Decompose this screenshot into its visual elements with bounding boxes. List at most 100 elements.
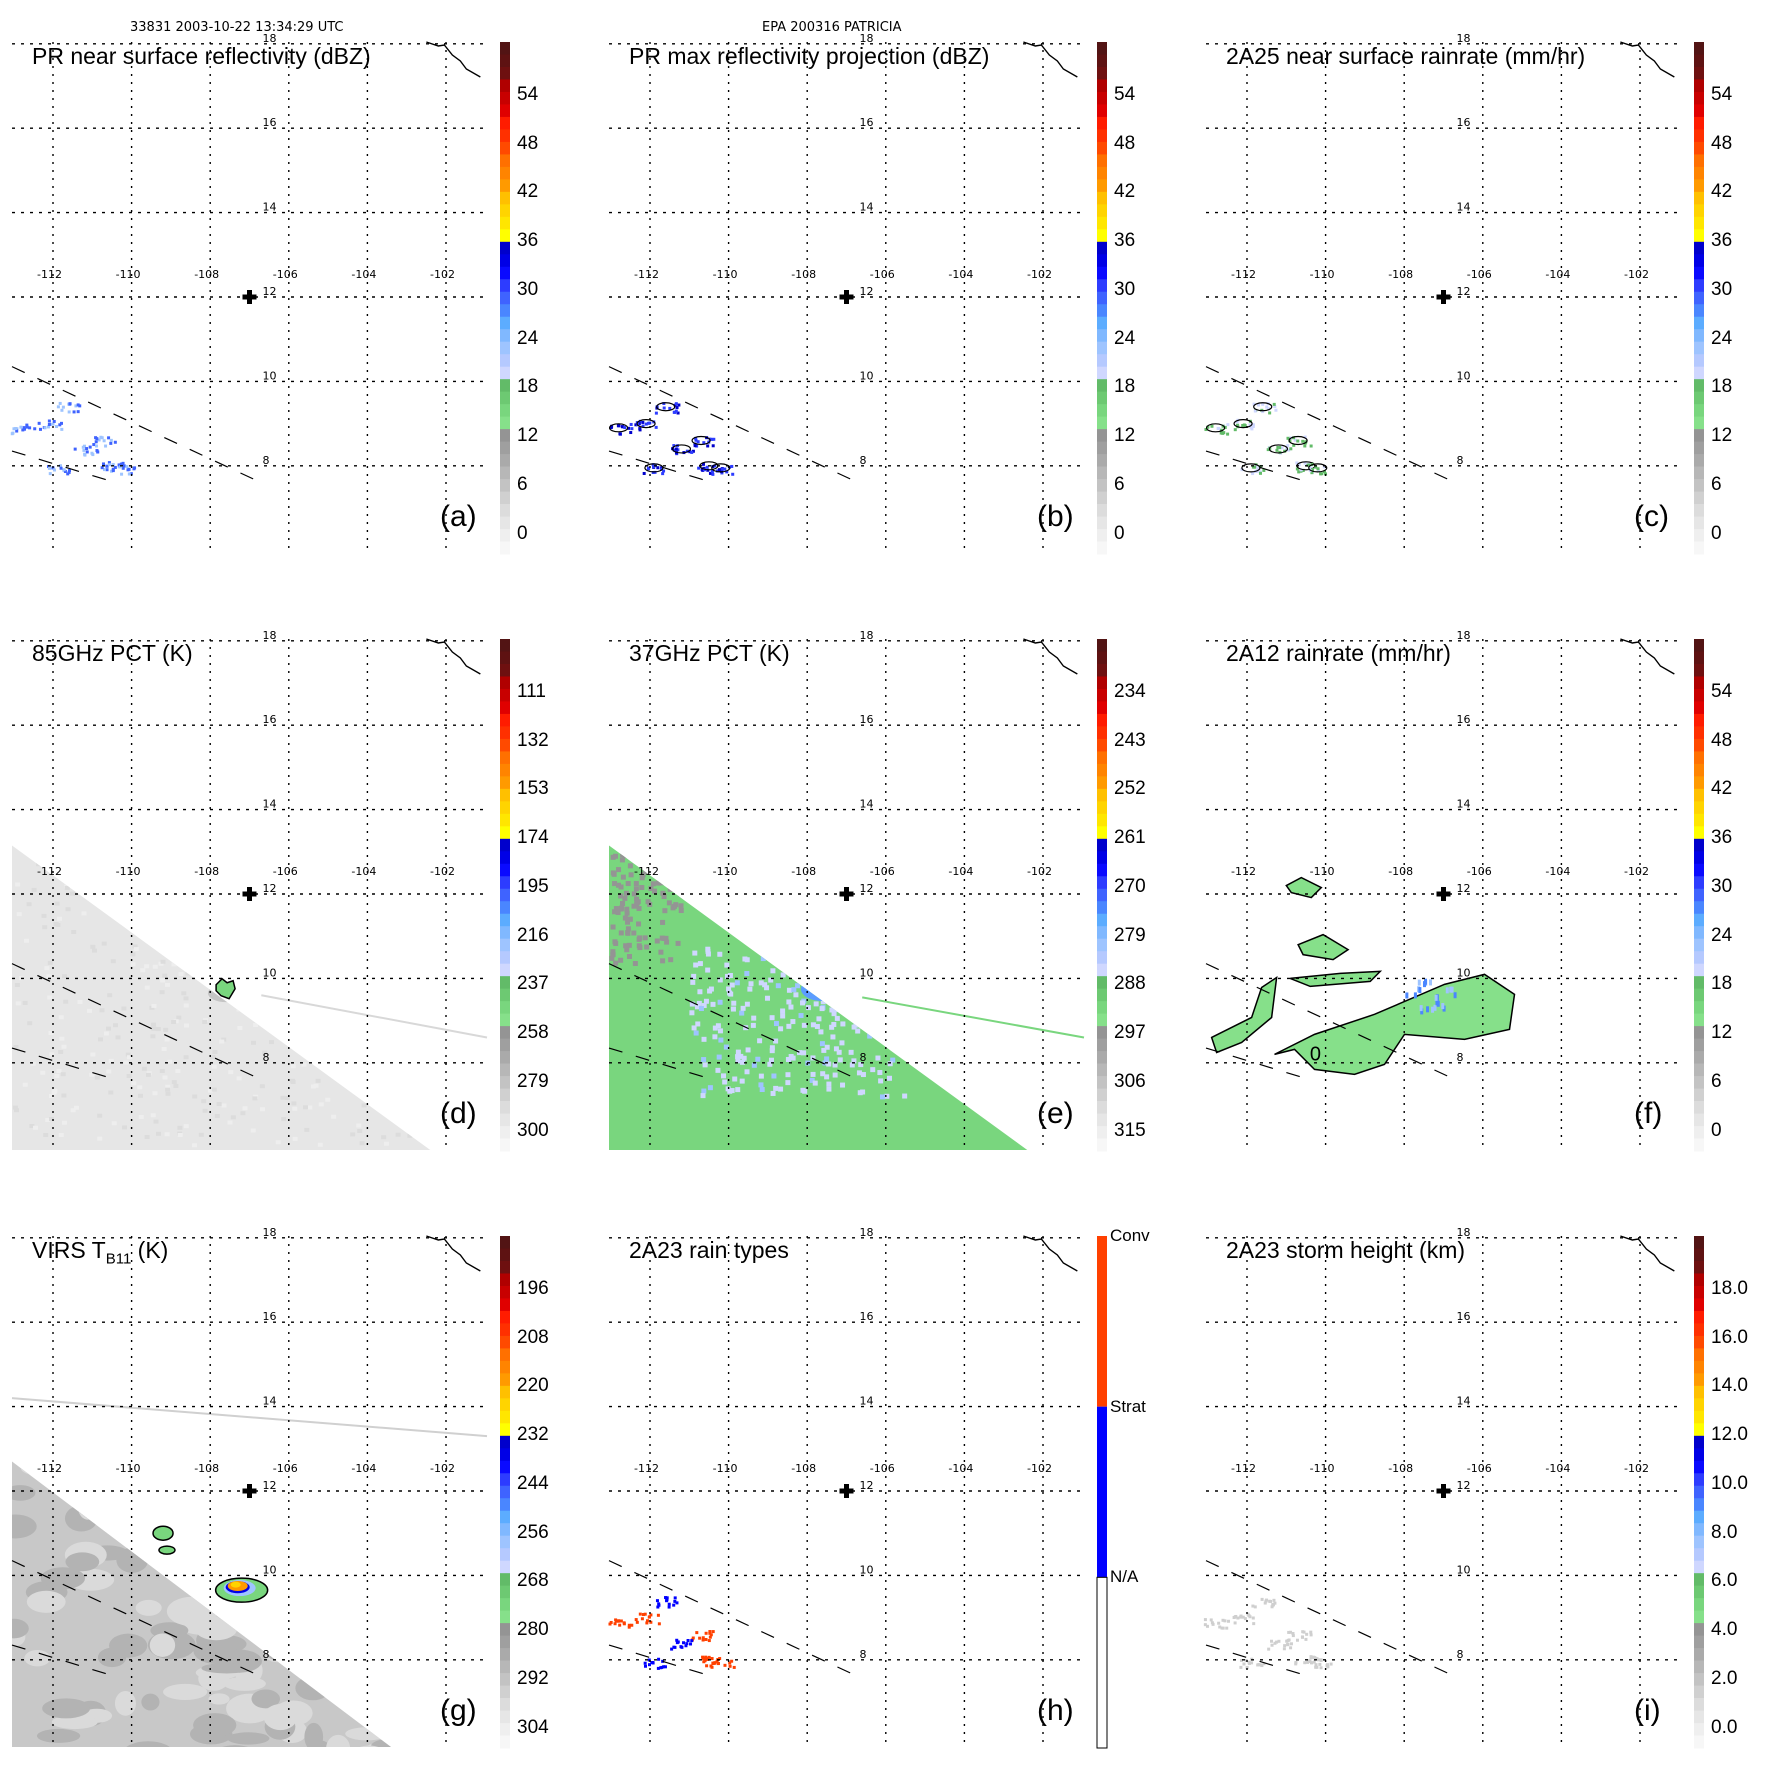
colorbar-swatch <box>500 1038 510 1052</box>
lat-tick-label: 10 <box>1457 1563 1471 1576</box>
colorbar-swatch <box>1694 1473 1704 1487</box>
colorbar-tick-label: 195 <box>517 875 549 897</box>
colorbar-swatch <box>1694 291 1704 305</box>
lat-tick-label: 10 <box>263 1563 277 1576</box>
storm-center-plus-icon <box>242 290 257 304</box>
colorbar-swatch <box>500 1448 510 1462</box>
rain-bands <box>1210 876 1516 1076</box>
colorbar-swatch <box>1097 216 1107 230</box>
panel-title: VIRS TB11 (K) <box>32 1237 168 1268</box>
colorbar-swatch <box>500 1660 510 1674</box>
colorbar-swatch <box>500 1373 510 1387</box>
lon-tick-label: -110 <box>713 268 738 281</box>
panel-letter: (c) <box>1634 500 1669 533</box>
colorbar-swatch <box>500 191 510 205</box>
colorbar-swatch <box>500 1735 510 1749</box>
panel-title: PR near surface reflectivity (dBZ) <box>32 43 371 69</box>
colorbar-swatch <box>1694 1113 1704 1127</box>
colorbar-swatch <box>1694 1051 1704 1065</box>
colorbar-swatch <box>1097 639 1107 652</box>
colorbar-swatch <box>500 104 510 118</box>
graticule <box>12 42 487 553</box>
lat-tick-label: 10 <box>1457 966 1471 979</box>
colorbar-swatch <box>1694 1126 1704 1140</box>
pr-swath-edges <box>1205 1560 1456 1678</box>
rain-contour <box>1297 933 1350 961</box>
pr-swath-edges <box>608 366 859 484</box>
colorbar-swatch <box>1694 651 1704 665</box>
colorbar-swatch <box>500 1113 510 1127</box>
colorbar-swatch <box>1694 1698 1704 1712</box>
colorbar-swatch <box>500 801 510 815</box>
colorbar-swatch <box>500 42 510 55</box>
lon-tick-label: -106 <box>273 1462 298 1475</box>
colorbar-swatch <box>500 1260 510 1274</box>
colorbar-swatch <box>500 1063 510 1077</box>
coastline <box>426 638 481 675</box>
colorbar-swatch <box>1694 1535 1704 1549</box>
colorbar-swatch <box>1097 129 1107 143</box>
colorbar-swatch <box>500 963 510 977</box>
colorbar-tick-label: 16.0 <box>1711 1326 1748 1348</box>
colorbar-swatch <box>1097 988 1107 1002</box>
colorbar-swatch <box>1097 876 1107 890</box>
lon-tick-label: -112 <box>1231 268 1256 281</box>
colorbar-swatch <box>1694 316 1704 330</box>
colorbar-swatch <box>1694 726 1704 740</box>
rain-contour <box>1274 973 1516 1076</box>
echo-pixels <box>1204 402 1328 476</box>
lon-tick-label: -106 <box>273 268 298 281</box>
lon-tick-label: -112 <box>37 865 62 878</box>
colorbar-swatch <box>1694 454 1704 468</box>
colorbar-swatch <box>1694 738 1704 752</box>
colorbar-tick-label: 48 <box>517 132 539 154</box>
colorbar-swatch <box>1097 466 1107 480</box>
colorbar-swatch <box>1694 913 1704 927</box>
panel-letter: (d) <box>440 1097 477 1130</box>
colorbar-category-label: Strat <box>1110 1396 1146 1416</box>
colorbar-swatch <box>1694 1510 1704 1524</box>
colorbar-tick-label: 234 <box>1114 680 1146 702</box>
lon-tick-label: -102 <box>1624 865 1649 878</box>
colorbar-swatch <box>1097 379 1107 393</box>
lon-tick-label: -106 <box>273 865 298 878</box>
colorbar-swatch <box>500 1410 510 1424</box>
colorbar-swatch <box>500 204 510 218</box>
colorbar-swatch <box>1097 926 1107 940</box>
colorbar <box>1097 639 1107 1152</box>
map-plot-e: -112 -110 -108 -106 -104 -102 8 10 12 14 16 18 <box>608 629 1107 1152</box>
colorbar-swatch <box>1694 1236 1704 1249</box>
colorbar-swatch <box>1097 54 1107 68</box>
graticule <box>12 639 487 1150</box>
colorbar-swatch <box>1694 1448 1704 1462</box>
colorbar-tick-label: 216 <box>517 924 549 946</box>
colorbar-swatch <box>500 1398 510 1412</box>
map-plot-d: -112 -110 -108 -106 -104 -102 8 10 12 14 16 18 <box>11 629 510 1152</box>
colorbar-tick-label: 24 <box>517 327 539 349</box>
pr-swath-edges <box>1205 963 1456 1081</box>
colorbar-swatch <box>1097 751 1107 765</box>
colorbar-swatch <box>500 279 510 293</box>
colorbar-swatch <box>500 1598 510 1612</box>
colorbar-swatch <box>500 291 510 305</box>
colorbar-swatch <box>1097 241 1107 255</box>
colorbar-tick-label: 18 <box>1711 973 1733 995</box>
coastline <box>1620 41 1675 78</box>
graticule <box>1206 1236 1681 1747</box>
colorbar-swatch <box>1694 1038 1704 1052</box>
colorbar-swatch <box>1694 1498 1704 1512</box>
colorbar-swatch <box>1694 1001 1704 1015</box>
colorbar <box>500 639 510 1152</box>
lon-tick-label: -108 <box>791 865 816 878</box>
colorbar-tick-label: 2.0 <box>1711 1667 1738 1689</box>
pr-swath-edges <box>11 366 262 484</box>
echo-pixels <box>1203 1597 1333 1670</box>
colorbar-swatch <box>1694 416 1704 430</box>
panel-c: -112 -110 -108 -106 -104 -102 8 10 12 14 16 18 2A25 … <box>1194 0 1771 560</box>
lat-tick-label: 10 <box>1457 369 1471 382</box>
lat-tick-label: 14 <box>1457 201 1471 214</box>
colorbar-swatch <box>500 379 510 393</box>
colorbar-swatch <box>1694 1348 1704 1362</box>
colorbar-swatch <box>1097 279 1107 293</box>
lon-tick-label: -108 <box>194 268 219 281</box>
